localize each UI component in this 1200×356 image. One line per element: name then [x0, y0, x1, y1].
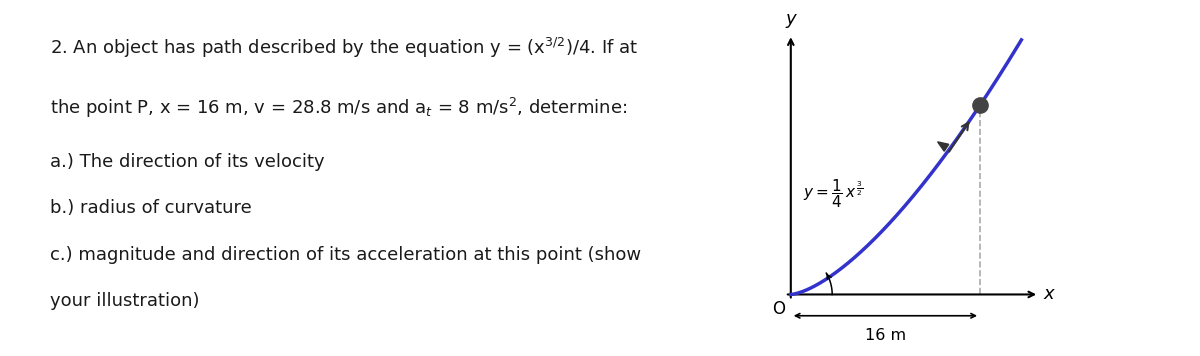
Text: the point P, x = 16 m, v = 28.8 m/s and a$_t$ = 8 m/s$^2$, determine:: the point P, x = 16 m, v = 28.8 m/s and …	[49, 96, 626, 120]
Text: a.) The direction of its velocity: a.) The direction of its velocity	[49, 153, 324, 171]
Text: O: O	[773, 300, 786, 318]
Text: c.) magnitude and direction of its acceleration at this point (show: c.) magnitude and direction of its accel…	[49, 246, 641, 264]
Text: b.) radius of curvature: b.) radius of curvature	[49, 199, 252, 218]
Text: $y = \dfrac{1}{4}\,x^{\,\frac{3}{2}}$: $y = \dfrac{1}{4}\,x^{\,\frac{3}{2}}$	[803, 178, 863, 210]
Polygon shape	[937, 142, 949, 151]
Text: 16 m: 16 m	[865, 328, 906, 342]
Text: your illustration): your illustration)	[49, 292, 199, 310]
Text: y: y	[786, 10, 796, 28]
Text: 2. An object has path described by the equation y = (x$^{3/2}$)/4. If at: 2. An object has path described by the e…	[49, 36, 637, 60]
Text: x: x	[1044, 286, 1055, 303]
